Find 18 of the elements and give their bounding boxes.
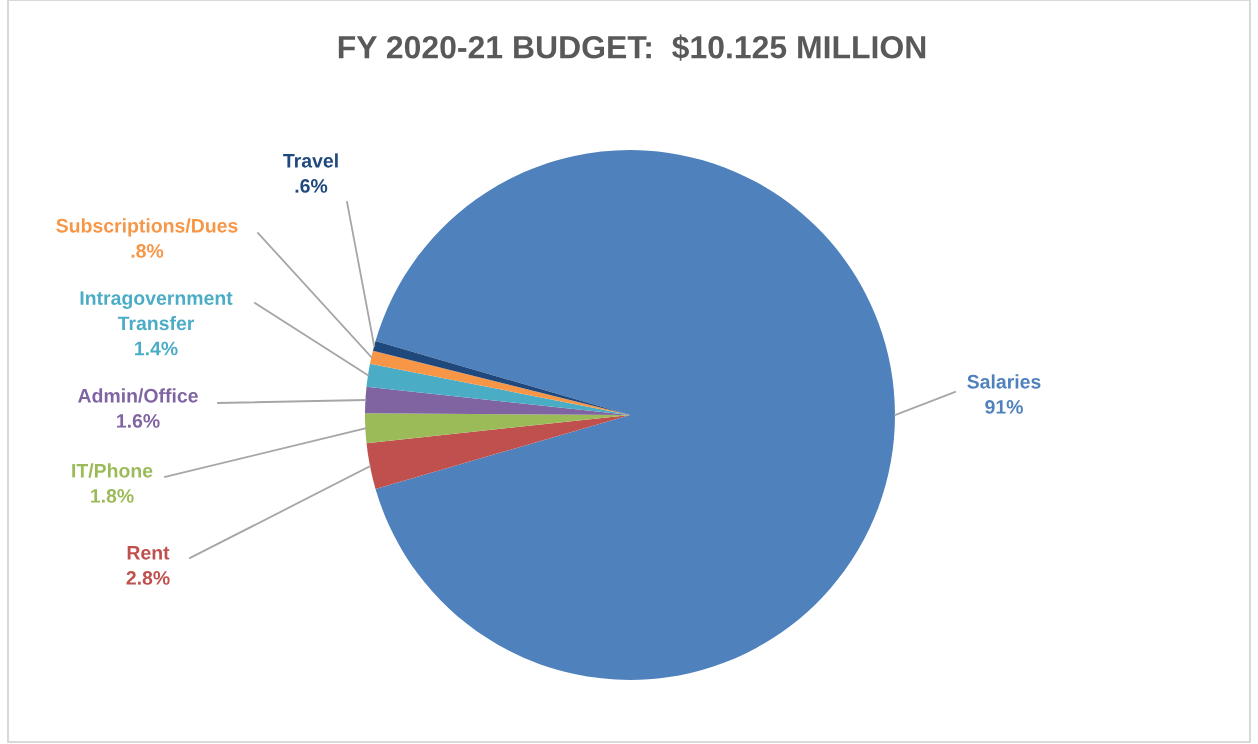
slice-label: Subscriptions/Dues (56, 218, 238, 237)
chart-title: FY 2020-21 BUDGET: $10.125 MILLION (338, 34, 926, 61)
slice-label: Intragovernment Transfer (80, 291, 233, 331)
pie-slice (366, 415, 630, 489)
slice-label: IT/Phone (72, 463, 153, 478)
data-label: .8% (131, 244, 164, 258)
slice-label: Rent (127, 546, 170, 560)
data-label: 1.8% (91, 489, 134, 503)
slice-label: Admin/Office (77, 388, 198, 403)
data-label: 1.4% (135, 341, 178, 356)
data-label: 91% (985, 400, 1023, 414)
slice-label: Salaries (967, 374, 1041, 389)
data-label: .6% (295, 179, 328, 193)
pie-slice (375, 150, 895, 680)
data-label: 1.6% (117, 414, 160, 428)
data-label: 2.8% (126, 571, 170, 585)
pie-slice (366, 363, 630, 415)
slice-label: Travel (283, 153, 338, 168)
